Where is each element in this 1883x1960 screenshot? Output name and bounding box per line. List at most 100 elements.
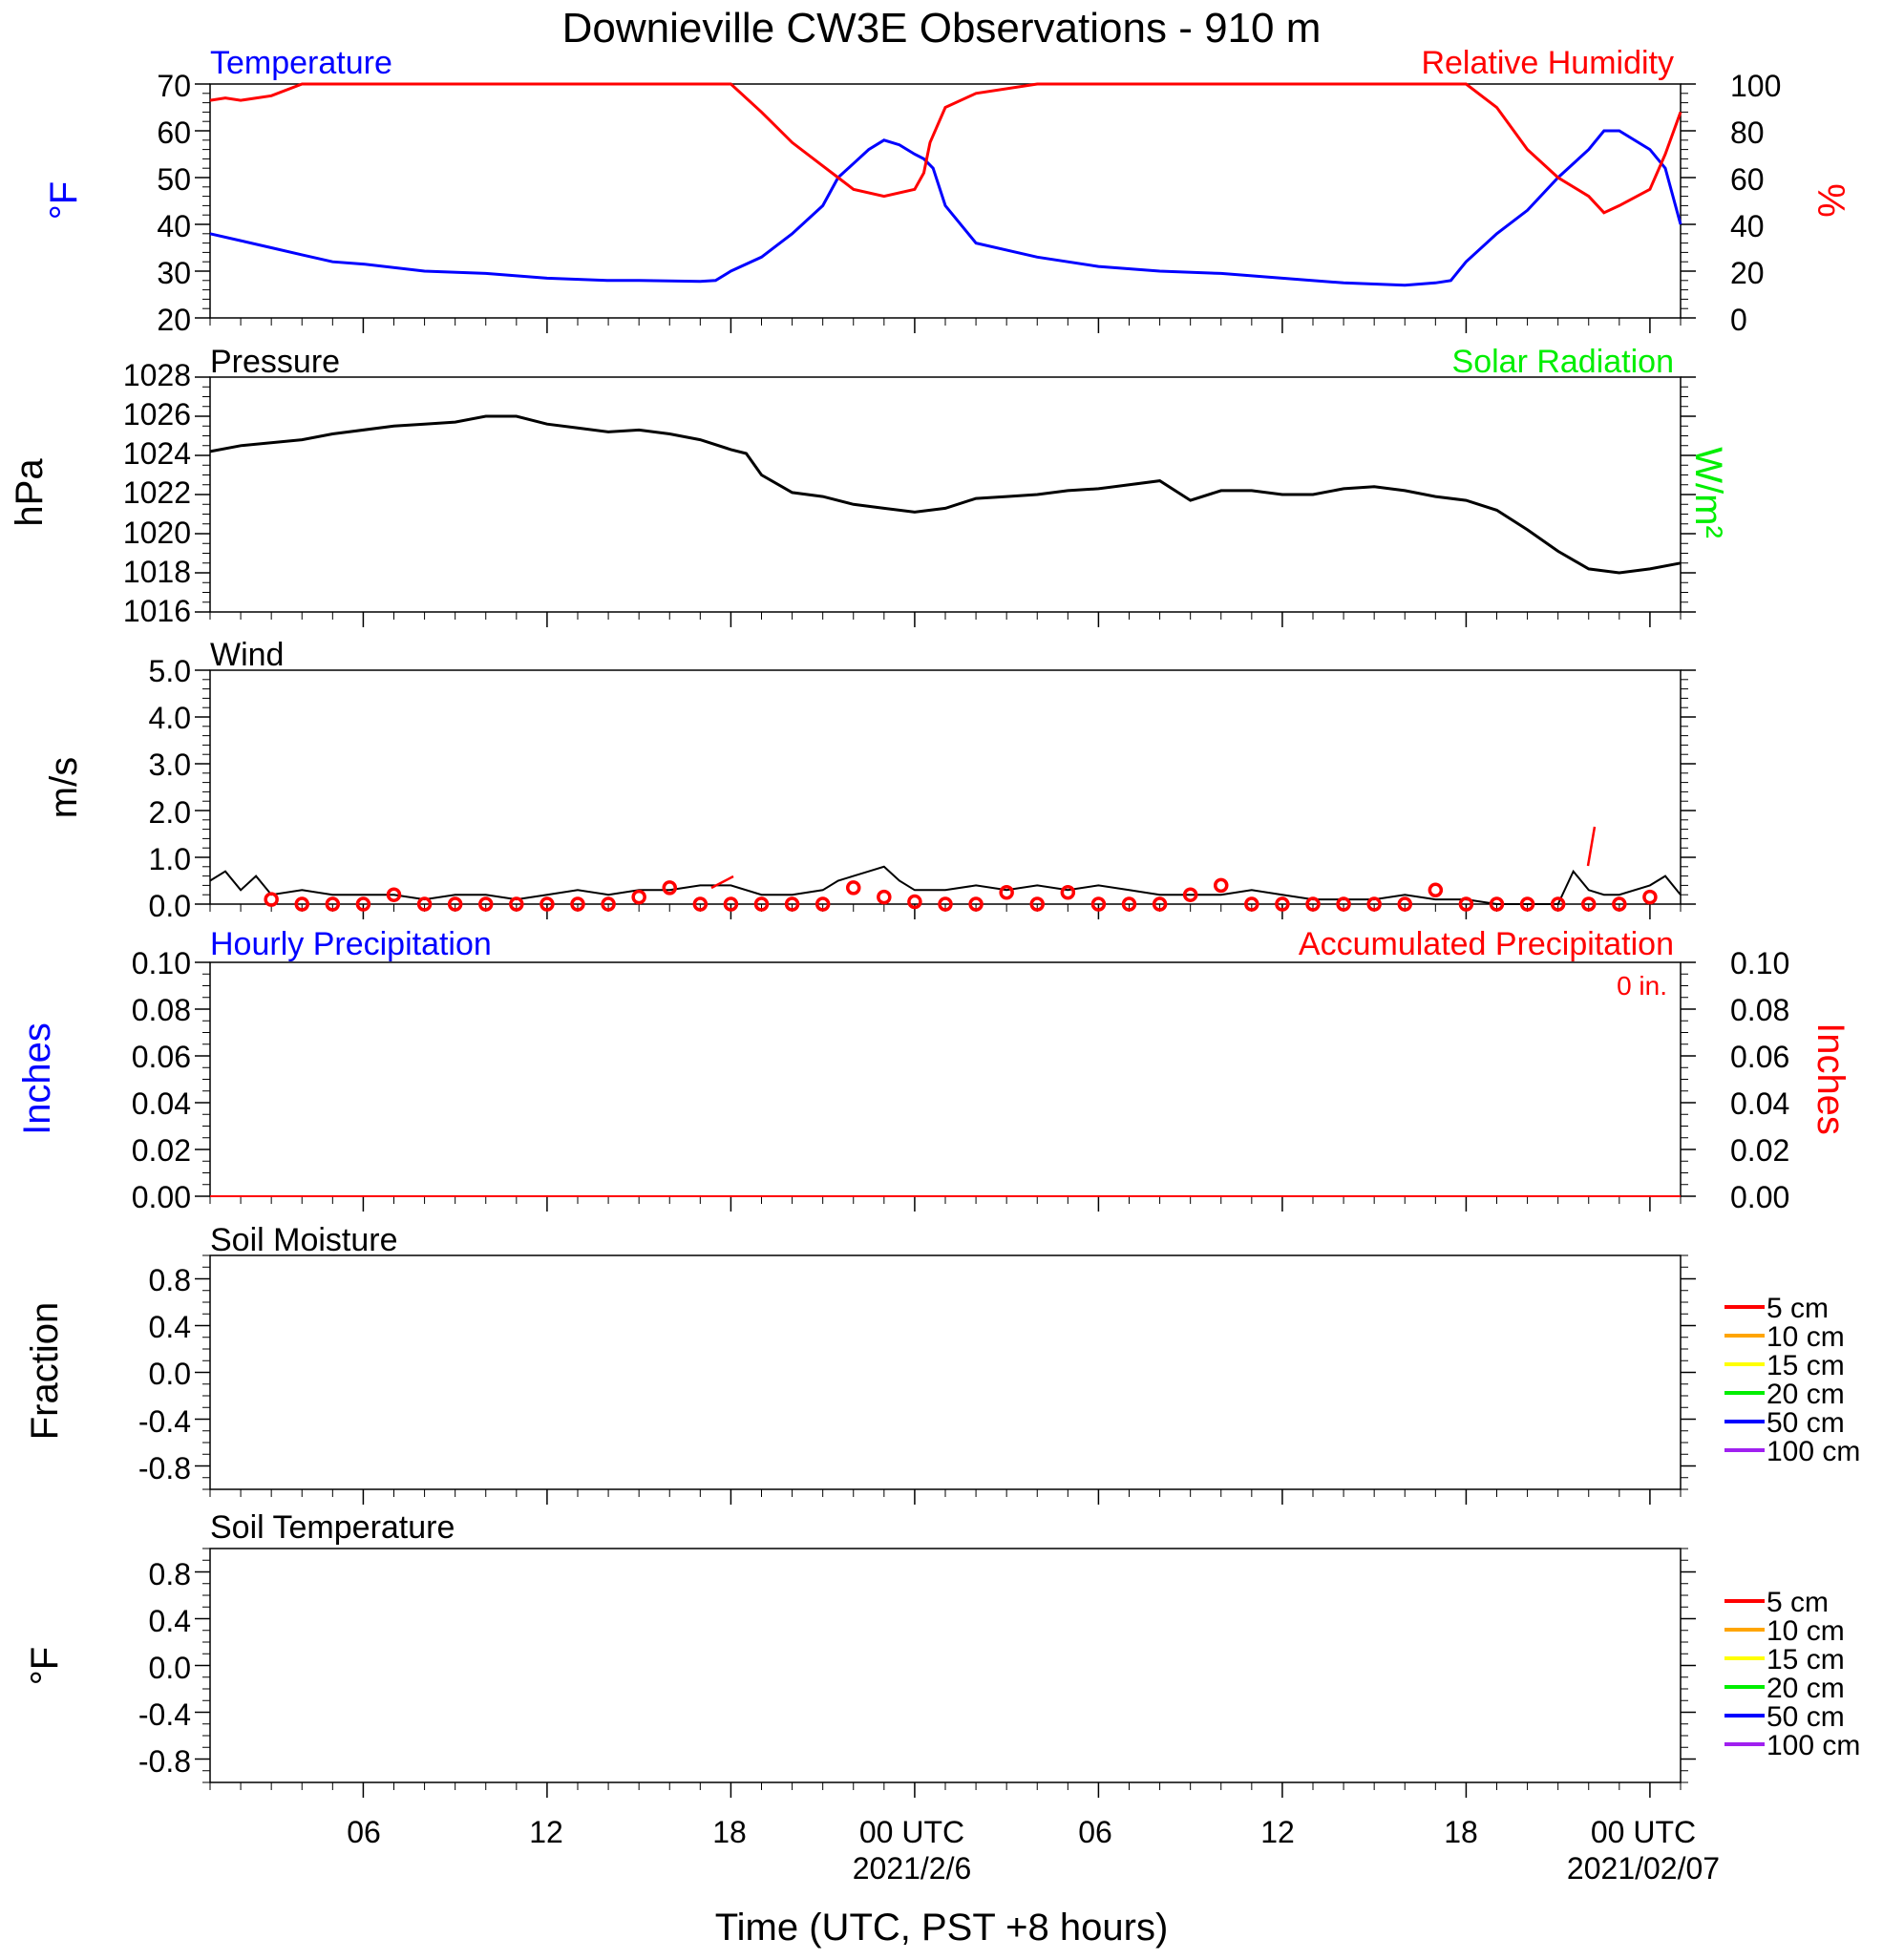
temp-rh-panel: Temperature Relative Humidity °F % 70 60…: [43, 45, 1851, 337]
tick-label: 70: [157, 69, 191, 103]
temperature-title: Temperature: [210, 45, 392, 81]
tick-label: 4.0: [149, 701, 191, 735]
soil-moisture-axis-unit: Fraction: [24, 1302, 66, 1441]
tick-label: 1022: [123, 475, 191, 510]
plot-frame: [209, 669, 1682, 905]
tick-label: 50: [157, 162, 191, 197]
tick-label: 0.00: [132, 1180, 191, 1214]
tick-label: 40: [1730, 209, 1765, 243]
legend-label: 5 cm: [1767, 1587, 1829, 1618]
tick-label: 0.08: [132, 993, 191, 1027]
tick-label: 40: [157, 209, 191, 243]
tick-label: 1.0: [149, 842, 191, 876]
tick-label: -0.8: [138, 1744, 191, 1779]
figure-title: Downieville CW3E Observations - 910 m: [562, 5, 1322, 52]
gust-marker: [1397, 896, 1412, 912]
tick-label: -0.4: [138, 1697, 191, 1732]
pressure-axis-unit: hPa: [9, 458, 51, 527]
gust-marker: [1060, 885, 1076, 900]
gust-marker: [1121, 896, 1137, 912]
pressure-axes: [195, 376, 1696, 627]
humidity-line: [209, 82, 1682, 215]
tick-label: 0.02: [132, 1133, 191, 1168]
x-tick-label: 00 UTC: [859, 1815, 964, 1849]
gust-marker: [1366, 896, 1382, 912]
legend-label: 15 cm: [1767, 1350, 1845, 1381]
gust-marker: [938, 896, 953, 912]
tick-label: 30: [157, 256, 191, 290]
accum-precip-total: 0 in.: [1617, 971, 1667, 1001]
soil-moisture-title: Soil Moisture: [210, 1222, 398, 1258]
gust-marker: [540, 896, 555, 912]
pressure-panel: Pressure Solar Radiation hPa W/m² 1028 1…: [9, 344, 1729, 628]
tick-label: 0.0: [149, 1651, 191, 1685]
wind-axes: [195, 669, 1696, 919]
legend-label: 20 cm: [1767, 1379, 1845, 1410]
precip-axes: [195, 961, 1696, 1212]
tick-label: 100: [1730, 69, 1781, 103]
accum-precip-axis-unit: Inches: [1809, 1022, 1851, 1135]
gust-marker: [1029, 896, 1045, 912]
gust-marker: [999, 885, 1014, 900]
rh-ticks-right: 100 80 60 40 20 0: [1730, 69, 1781, 337]
pressure-ticks-left: 1028 1026 1024 1022 1020 1018 1016: [123, 358, 191, 628]
legend-label: 5 cm: [1767, 1293, 1829, 1324]
solar-title: Solar Radiation: [1452, 344, 1674, 380]
gust-marker: [1458, 896, 1474, 912]
tick-label: -0.8: [138, 1451, 191, 1486]
temp-rh-axes: [195, 83, 1696, 333]
gust-marker: [1305, 896, 1321, 912]
tick-label: -0.4: [138, 1404, 191, 1439]
precip-ticks-right: 0.10 0.08 0.06 0.04 0.02 0.00: [1730, 946, 1789, 1214]
pressure-title: Pressure: [210, 344, 340, 380]
wind-speed-line: [209, 865, 1682, 905]
x-axis: 06 12 18 00 UTC 06 12 18 00 UTC 2021/2/6…: [347, 1815, 1720, 1949]
x-tick-label: 06: [1078, 1815, 1112, 1849]
x-tick-label: 00 UTC: [1591, 1815, 1696, 1849]
tick-label: 1018: [123, 555, 191, 589]
gust-marker: [753, 896, 770, 912]
gust-marker: [447, 896, 463, 912]
plot-frame: [209, 961, 1682, 1197]
gust-marker: [846, 880, 861, 896]
tick-label: 1024: [123, 436, 191, 471]
tick-label: 5.0: [149, 654, 191, 688]
temp-ticks-left: 70 60 50 40 30 20: [157, 69, 191, 337]
tick-label: 0.8: [149, 1557, 191, 1591]
plot-frame: [209, 376, 1682, 613]
soil-temp-panel: Soil Temperature °F 0.8 0.4 0.0 -0.4 -0.…: [24, 1509, 1860, 1798]
gust-marker: [1152, 896, 1168, 912]
hourly-precip-title: Hourly Precipitation: [210, 926, 492, 962]
tick-label: 1016: [123, 594, 191, 628]
temperature-line: [209, 129, 1682, 287]
precip-ticks-left: 0.10 0.08 0.06 0.04 0.02 0.00: [132, 946, 191, 1214]
tick-label: 0.06: [132, 1040, 191, 1074]
legend-label: 10 cm: [1767, 1615, 1845, 1647]
tick-label: 60: [1730, 162, 1765, 197]
accum-precip-title: Accumulated Precipitation: [1299, 926, 1674, 962]
wind-barb: [710, 875, 734, 890]
gust-marker: [355, 896, 371, 912]
gust-marker: [1336, 896, 1351, 912]
tick-label: 1028: [123, 358, 191, 392]
legend-label: 50 cm: [1767, 1407, 1845, 1439]
tick-label: 2.0: [149, 795, 191, 830]
gust-marker: [631, 889, 646, 905]
gust-marker: [784, 896, 800, 912]
wind-title: Wind: [210, 637, 284, 673]
gust-marker: [1519, 896, 1535, 912]
gust-marker: [815, 896, 831, 912]
gust-marker: [416, 896, 433, 912]
tick-label: 0.04: [132, 1086, 191, 1121]
gust-marker: [1275, 896, 1290, 912]
gust-marker: [570, 896, 585, 912]
legend-label: 100 cm: [1767, 1436, 1860, 1467]
gust-marker: [877, 889, 892, 905]
legend-label: 10 cm: [1767, 1321, 1845, 1353]
soil-temp-ticks-left: 0.8 0.4 0.0 -0.4 -0.8: [138, 1557, 191, 1779]
humidity-axis-unit: %: [1809, 183, 1851, 218]
pressure-line: [209, 414, 1682, 575]
soil-moisture-axes: [195, 1254, 1696, 1505]
temperature-axis-unit: °F: [43, 181, 85, 220]
